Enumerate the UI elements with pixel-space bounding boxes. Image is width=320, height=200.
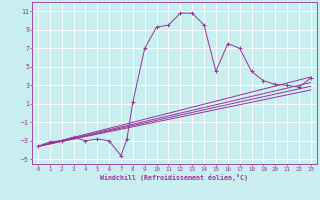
X-axis label: Windchill (Refroidissement éolien,°C): Windchill (Refroidissement éolien,°C)	[100, 174, 248, 181]
